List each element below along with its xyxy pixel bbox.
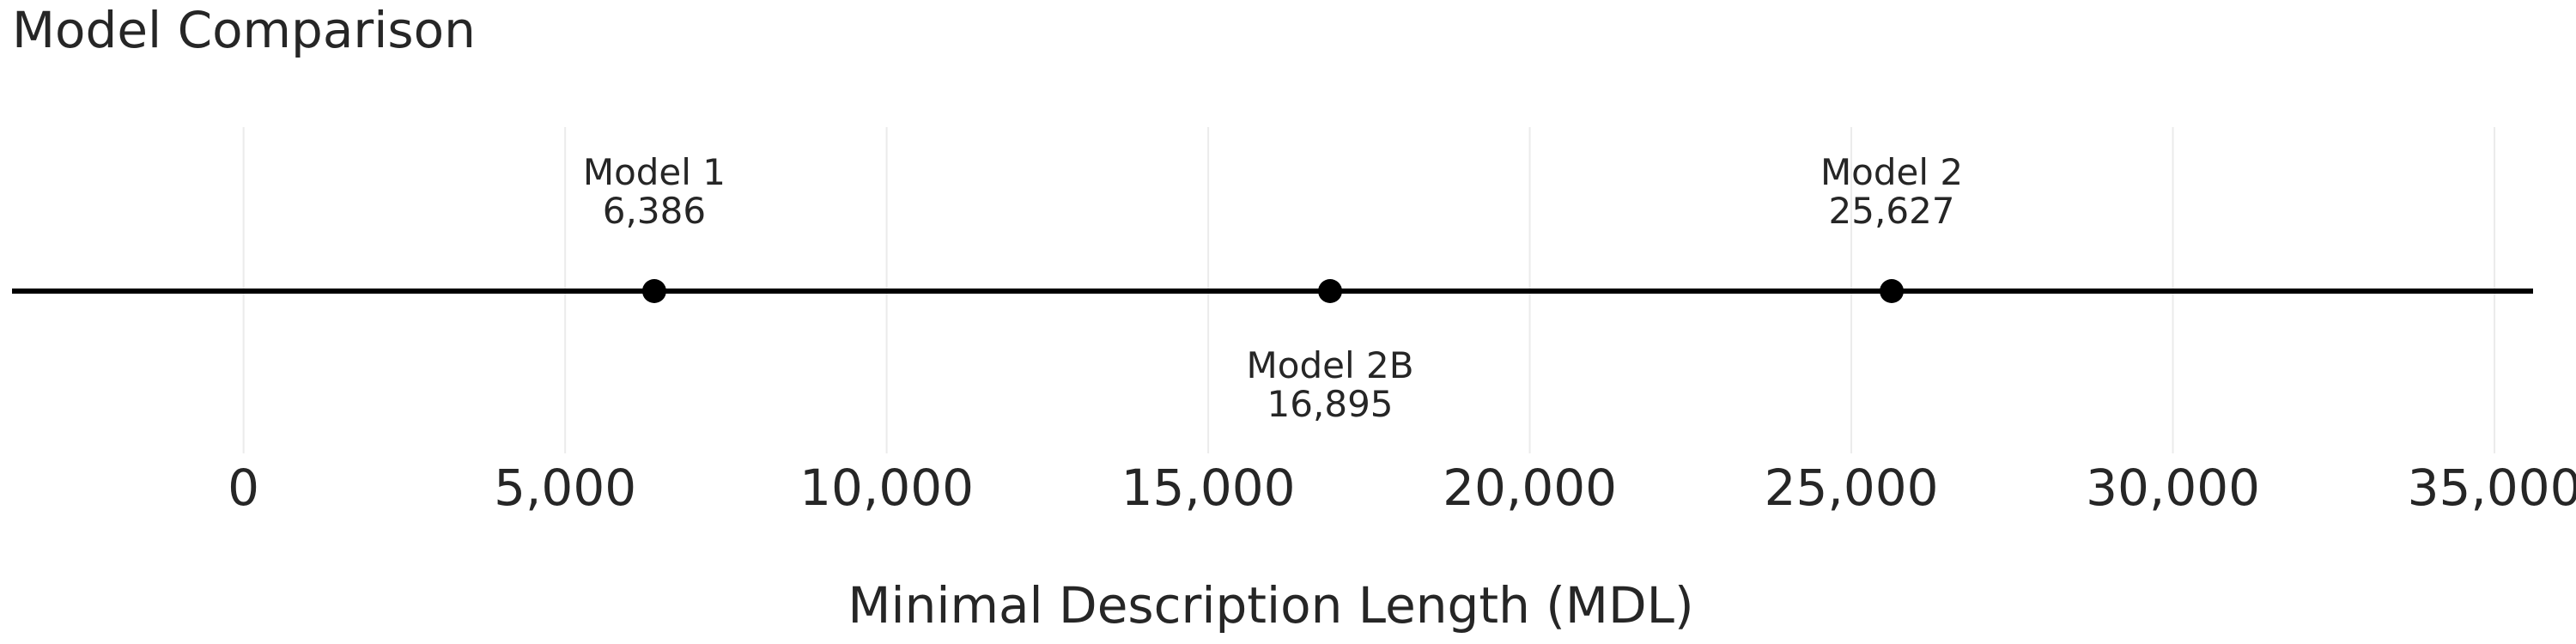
point-name-label: Model 1	[583, 151, 726, 193]
x-tick-label: 5,000	[494, 459, 636, 517]
x-axis-label: Minimal Description Length (MDL)	[848, 576, 1693, 635]
x-tick-label: 25,000	[1765, 459, 1939, 517]
data-point	[1318, 279, 1343, 303]
point-name-label: Model 2B	[1247, 344, 1414, 386]
data-point	[1880, 279, 1905, 303]
point-name-label: Model 2	[1820, 151, 1963, 193]
x-tick-label: 10,000	[799, 459, 974, 517]
x-tick-label: 15,000	[1121, 459, 1296, 517]
chart-title: Model Comparison	[12, 1, 476, 59]
point-value-label: 25,627	[1829, 190, 1955, 232]
x-tick-label: 0	[228, 459, 259, 517]
point-value-label: 16,895	[1267, 383, 1394, 425]
x-tick-label: 20,000	[1443, 459, 1617, 517]
x-tick-label: 35,000	[2408, 459, 2576, 517]
data-point	[641, 279, 666, 303]
x-tick-label: 30,000	[2086, 459, 2260, 517]
x-tick-labels: 0 5,000 10,000 15,000 20,000 25,000 30,000 35,0…	[228, 459, 2576, 517]
point-value-label: 6,386	[603, 190, 706, 232]
